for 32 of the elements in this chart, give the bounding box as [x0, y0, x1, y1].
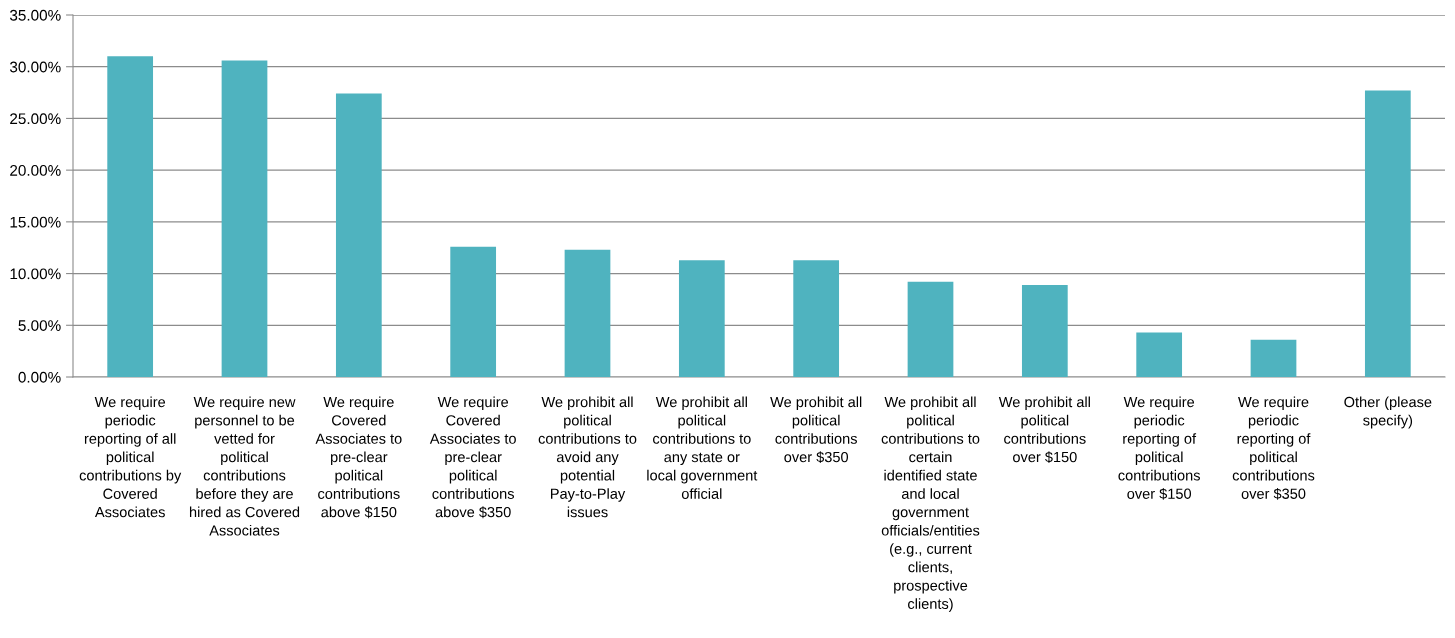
bar — [107, 56, 154, 377]
x-tick-label: We prohibit all political contributions to any state or local government official — [647, 396, 758, 499]
bar — [1250, 339, 1297, 377]
y-tick-label: 35.00% — [9, 9, 61, 21]
y-tick-label: 25.00% — [10, 113, 61, 125]
bar — [335, 93, 382, 377]
y-tick-label: 5.00% — [18, 320, 61, 331]
x-tick-label: Other (please specify) — [1344, 396, 1432, 429]
bar — [1364, 90, 1411, 377]
x-tick-label: We require Covered Associates to pre-clear political contributions above $350 — [429, 396, 516, 519]
y-tick-label: 20.00% — [10, 165, 61, 176]
x-tick-label: We require periodic reporting of all political contributions by Covered Associates — [79, 396, 182, 518]
bar — [221, 60, 268, 377]
bar — [1021, 284, 1068, 377]
x-tick-label: We prohibit all political contributions over $150 — [998, 396, 1090, 464]
y-tick-label: 10.00% — [10, 268, 61, 280]
category-label: We prohibit all political contributions to certain identified state and local government officials/entities (e.g., current clients, prospective clients) — [881, 396, 980, 612]
y-tick-label: 0.00% — [18, 371, 61, 383]
bar — [1136, 332, 1183, 377]
x-tick-label: We require periodic reporting of political contributions over $350 — [1232, 396, 1315, 500]
bar — [793, 260, 840, 377]
bar — [678, 260, 725, 377]
x-tick-label: We require periodic reporting of political contributions over $150 — [1118, 396, 1200, 500]
bar — [907, 281, 954, 377]
bar — [564, 249, 611, 377]
x-tick-label: We prohibit all political contributions to avoid any potential Pay-to-Play issues — [538, 396, 637, 518]
bar — [450, 246, 497, 377]
y-tick-label: 15.00% — [10, 216, 61, 228]
x-tick-label: We require Covered Associates to pre-clear political contributions above $150 — [315, 396, 402, 519]
x-tick-label: We require new personnel to be vetted for political contributions before they are hired as Covered Associates — [189, 396, 300, 536]
x-tick-label: We prohibit all political contributions over $350 — [770, 396, 862, 464]
y-tick-label: 30.00% — [9, 61, 61, 73]
